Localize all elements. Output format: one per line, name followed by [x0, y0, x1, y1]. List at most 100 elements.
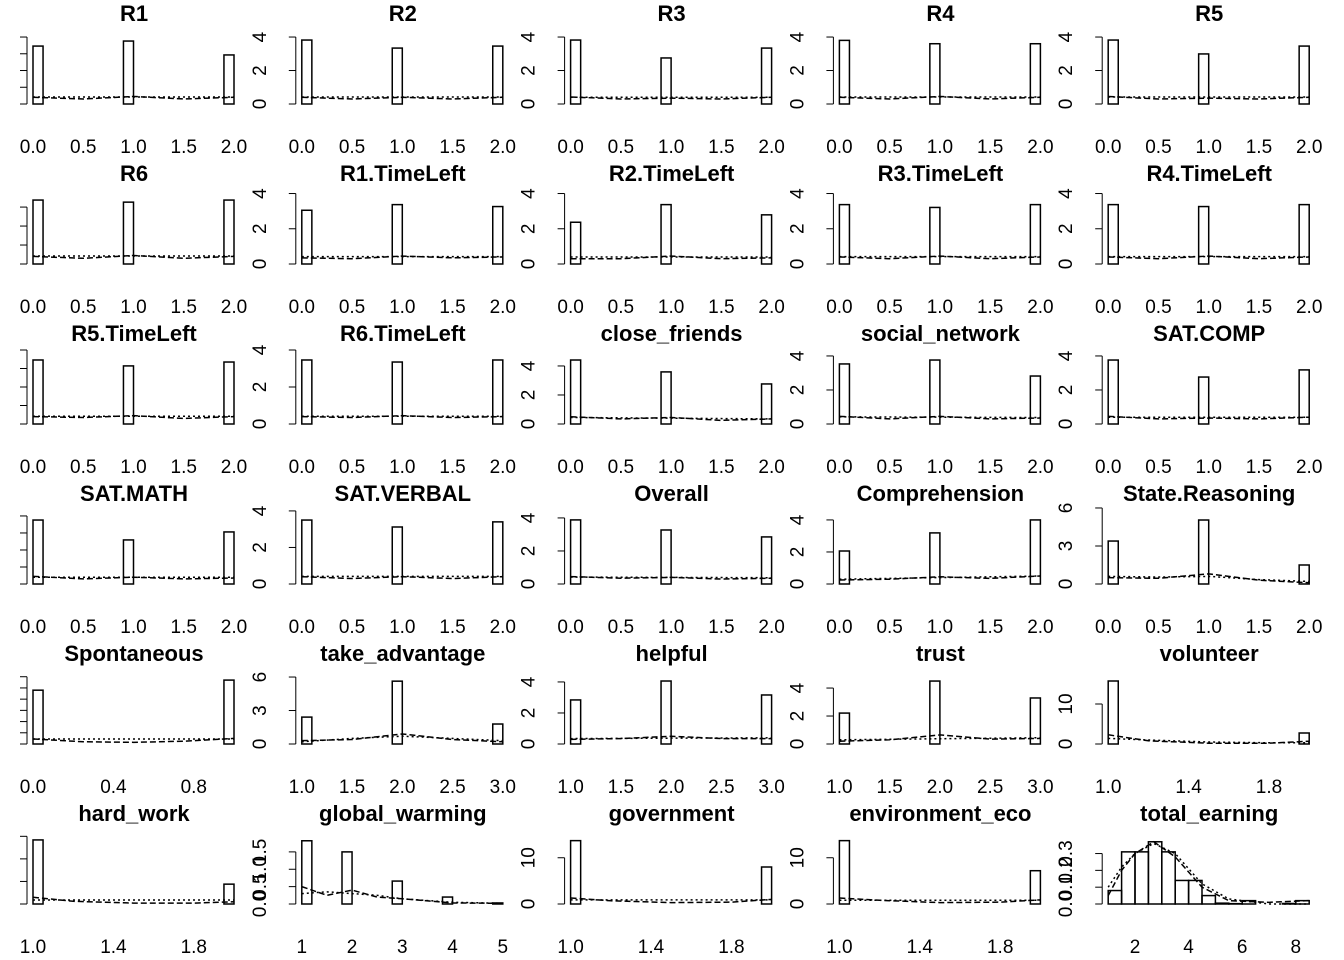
y-tick-label: 0 — [519, 739, 540, 750]
bar — [1029, 42, 1042, 105]
bar — [838, 839, 851, 905]
y-tick-label: 0 — [787, 579, 808, 590]
panel-title: government — [609, 801, 736, 826]
bar — [223, 679, 235, 745]
y-tick-label: 4 — [787, 31, 808, 42]
bar — [301, 359, 313, 425]
density-line — [1108, 415, 1310, 420]
x-tick-label: 0.5 — [876, 297, 902, 318]
x-tick-label: 2.0 — [221, 617, 247, 638]
panel-title: R1 — [120, 1, 148, 26]
x-tick-label: 0.5 — [70, 137, 96, 158]
x-tick-label: 1.5 — [439, 457, 465, 478]
x-tick-label: 0.0 — [1095, 617, 1121, 638]
x-tick-label: 2.0 — [1296, 297, 1322, 318]
bar — [223, 883, 235, 905]
bar — [122, 365, 135, 425]
bar — [32, 45, 44, 105]
bar — [1120, 851, 1136, 905]
bar — [929, 206, 941, 265]
panel-title: global_warming — [319, 801, 486, 826]
bar — [301, 840, 313, 905]
x-tick-label: 1.8 — [718, 937, 744, 958]
bar — [1147, 841, 1163, 905]
x-tick-label: 1.0 — [557, 777, 583, 798]
panel-title: R6.TimeLeft — [340, 321, 466, 346]
x-tick-label: 1.5 — [708, 617, 734, 638]
x-tick-label: 2 — [1130, 937, 1141, 958]
bar — [760, 47, 773, 105]
x-tick-label: 1.5 — [1246, 297, 1272, 318]
x-tick-label: 2.0 — [758, 617, 784, 638]
x-tick-label: 1.0 — [120, 297, 146, 318]
density-line — [32, 737, 235, 744]
x-tick-label: 2.0 — [389, 777, 415, 798]
panel-title: R3.TimeLeft — [878, 161, 1004, 186]
y-tick-label: 0 — [519, 99, 540, 110]
x-tick-label: 0.0 — [20, 137, 46, 158]
density-line — [570, 255, 772, 260]
bar — [223, 199, 235, 265]
x-tick-label: 0.0 — [20, 777, 46, 798]
y-tick-label: 0 — [250, 419, 271, 430]
x-tick-label: 0.0 — [20, 617, 46, 638]
x-tick-label: 1.5 — [977, 137, 1003, 158]
x-tick-label: 0.5 — [876, 457, 902, 478]
density-line — [301, 733, 503, 743]
x-tick-label: 2.0 — [221, 457, 247, 478]
x-tick-label: 2.0 — [490, 617, 516, 638]
x-tick-label: 2.0 — [758, 137, 784, 158]
x-tick-label: 0.5 — [1145, 617, 1171, 638]
bar — [1107, 203, 1119, 265]
panel-title: R2 — [389, 1, 417, 26]
density-line — [32, 896, 235, 904]
bar — [660, 680, 672, 745]
panel-title: trust — [916, 641, 966, 666]
x-tick-label: 0.5 — [876, 137, 902, 158]
bar — [660, 203, 672, 265]
density-line — [570, 96, 772, 100]
panel-title: R4 — [926, 1, 955, 26]
x-tick-label: 1.5 — [608, 777, 634, 798]
bar — [569, 221, 582, 265]
y-tick-label: 0 — [1056, 259, 1077, 270]
bar — [1174, 879, 1190, 905]
y-tick-label: 0.1 — [1056, 874, 1077, 900]
bar — [301, 519, 313, 585]
panel-title: social_network — [861, 321, 1021, 346]
x-tick-label: 1.5 — [171, 457, 197, 478]
bar — [838, 550, 851, 585]
panel-title: environment_eco — [849, 801, 1031, 826]
x-tick-label: 1.5 — [171, 617, 197, 638]
x-tick-label: 1.0 — [120, 617, 146, 638]
bar — [569, 839, 582, 905]
bar — [441, 896, 454, 905]
x-tick-label: 0.5 — [1145, 137, 1171, 158]
x-tick-label: 1.0 — [1195, 457, 1221, 478]
x-tick-label: 0.0 — [826, 457, 852, 478]
bar — [492, 521, 504, 585]
y-tick-label: 4 — [519, 188, 540, 199]
bar — [569, 359, 582, 425]
bar — [838, 39, 851, 105]
x-tick-label: 1.5 — [1246, 457, 1272, 478]
bar — [660, 529, 672, 585]
x-tick-label: 2.5 — [977, 777, 1003, 798]
bar — [1214, 902, 1230, 905]
y-tick-label: 2 — [519, 65, 540, 76]
y-tick-label: 2 — [250, 382, 271, 393]
y-tick-label: 2 — [519, 223, 540, 234]
density-line — [1108, 575, 1310, 583]
y-tick-label: 4 — [787, 188, 808, 199]
x-tick-label: 1.5 — [708, 297, 734, 318]
x-tick-label: 1.0 — [389, 137, 415, 158]
x-tick-label: 0.0 — [557, 457, 583, 478]
y-tick-label: 1.5 — [250, 839, 271, 865]
y-tick-label: 0 — [250, 739, 271, 750]
y-tick-label: 2 — [250, 223, 271, 234]
bar — [391, 880, 404, 905]
y-tick-label: 4 — [787, 350, 808, 361]
x-tick-label: 1.0 — [826, 777, 852, 798]
y-tick-label: 4 — [519, 676, 540, 687]
y-tick-label: 4 — [250, 31, 271, 42]
